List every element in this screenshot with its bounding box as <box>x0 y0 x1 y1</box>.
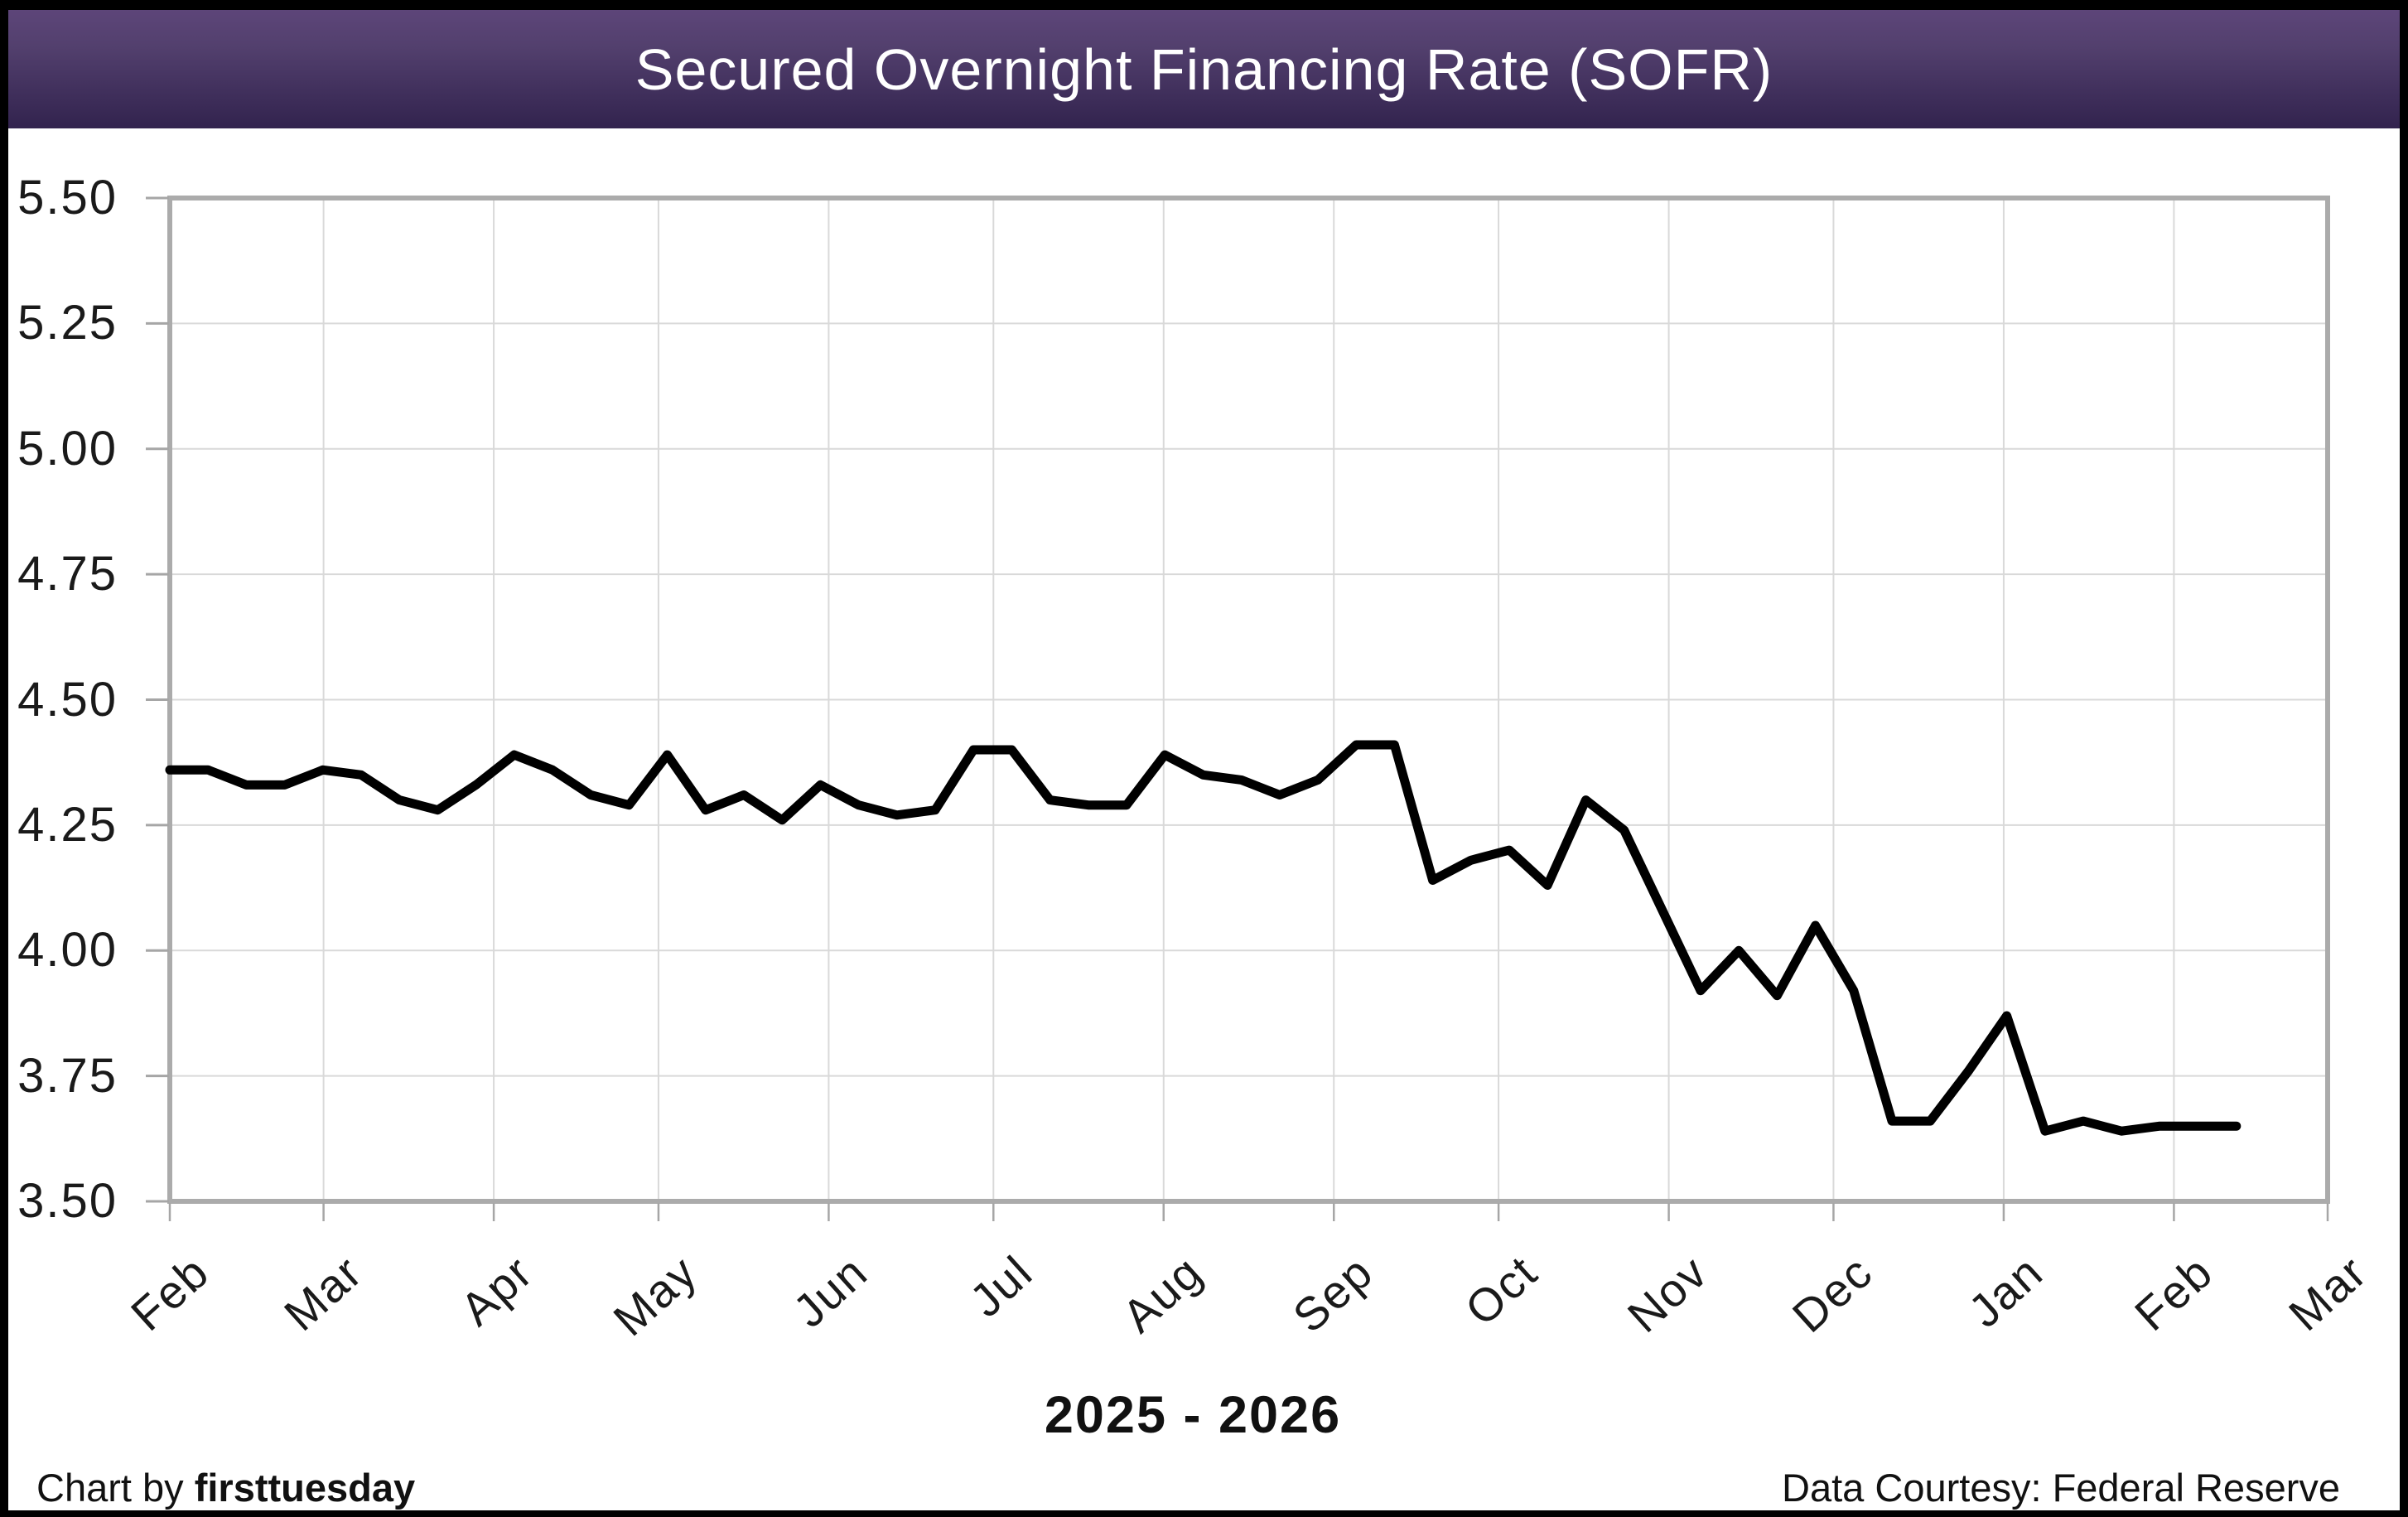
y-axis-label: 4.25 <box>17 797 118 852</box>
chart-credit-brand: firsttuesday <box>194 1466 416 1510</box>
y-axis-label: 4.50 <box>17 672 118 727</box>
chart-title: Secured Overnight Financing Rate (SOFR) <box>635 36 1773 102</box>
sofr-series-line <box>165 740 2242 1136</box>
data-courtesy: Data Courtesy: Federal Reserve <box>1782 1466 2340 1510</box>
plot-border <box>167 196 2330 1204</box>
title-bar: Secured Overnight Financing Rate (SOFR) <box>8 10 2400 128</box>
chart-credit-prefix: Chart by <box>36 1466 195 1510</box>
y-axis-label: 3.50 <box>17 1174 118 1228</box>
frame-border-right <box>2400 0 2408 1517</box>
y-axis-label: 5.25 <box>17 296 118 350</box>
y-axis-label: 5.50 <box>17 171 118 225</box>
y-axis-label: 3.75 <box>17 1048 118 1103</box>
chart-credit: Chart by firsttuesday <box>36 1465 415 1510</box>
y-axis-label: 4.75 <box>17 547 118 601</box>
frame-border-left <box>0 0 8 1517</box>
y-axis-label: 5.00 <box>17 421 118 476</box>
frame-border-top <box>0 0 2408 10</box>
x-axis-title: 2025 - 2026 <box>1044 1386 1342 1444</box>
frame-border-bottom <box>0 1510 2408 1517</box>
y-axis-label: 4.00 <box>17 923 118 978</box>
